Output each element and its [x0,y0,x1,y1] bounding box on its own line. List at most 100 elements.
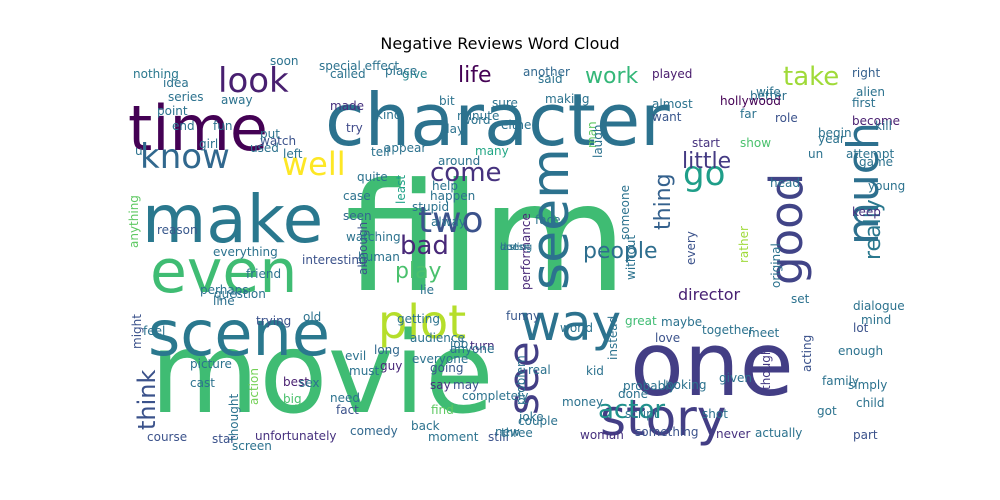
word-something: something [635,425,699,439]
word-need: need [330,391,360,405]
word-mind: mind [861,313,891,327]
word-course: course [147,430,187,444]
word-idea: idea [163,76,189,90]
word-best: best [283,375,309,389]
word-better: better [750,89,787,103]
word-cast: cast [190,376,215,390]
word-take: take [783,62,839,92]
word-u: u [135,144,143,158]
word-called: called [330,67,366,81]
word-either: either [501,118,536,132]
word-acting: acting [800,335,814,372]
word-actor: actor [598,395,665,425]
word-completely: completely [462,389,529,403]
word-make: make [142,181,323,258]
word-unfortunately: unfortunately [255,429,337,443]
word-given: given [719,371,752,385]
word-money: money [562,395,603,409]
word-interesting: interesting [302,253,367,267]
word-go: go [683,154,725,194]
word-really: really [861,199,886,260]
word-series: series [168,90,204,104]
word-story: story [600,389,726,447]
word-original: original [769,243,783,288]
word-seem: seem [521,148,581,290]
word-may: may [453,378,479,392]
word-together: together [702,323,754,337]
word-left: left [283,147,303,161]
word-big: big [283,392,302,406]
word-little: little [682,149,731,174]
word-give: give [402,67,427,81]
word-young: young [868,179,905,193]
word-every: every [684,231,698,265]
word-put: put [260,127,280,141]
word-work: work [585,64,638,89]
word-looking: looking [663,378,707,392]
word-done: done [618,387,648,401]
word-time: time [128,92,268,165]
word-lot: lot [853,321,869,335]
word-almost: almost [652,97,693,111]
word-place: place [385,64,417,78]
word-doesn: doesn [500,242,530,253]
word-case: case [343,189,371,203]
word-soon: soon [270,54,299,68]
word-great: great [625,314,657,328]
word-perhaps: perhaps [200,283,249,297]
word-play: play [395,259,442,284]
word-instead: instead [606,316,620,360]
word-day: day [442,122,464,136]
word-movie: movie [150,309,494,439]
word-seen: seen [343,209,372,223]
word-minute: minute [457,109,499,123]
word-must: must [349,364,380,378]
word-way: way [520,294,621,352]
word-keep: keep [852,205,881,219]
word-getting: getting [397,312,440,326]
word-hollywood: hollywood [720,94,781,108]
word-sure: sure [492,96,518,110]
word-dialogue: dialogue [853,299,905,313]
word-well: well [282,145,346,183]
word-moment: moment [428,430,479,444]
word-fact: fact [336,403,359,417]
word-tell: tell [371,145,390,159]
word-love: love [655,331,680,345]
word-say: say [430,378,451,392]
word-played: played [652,67,692,81]
word-least: least [394,175,408,204]
word-thought: thought [227,394,241,441]
word-feel: feel [143,324,165,338]
word-director: director [678,285,741,304]
word-set: set [791,292,810,306]
word-performance: performance [519,213,533,290]
word-question: question [214,287,266,301]
word-comedy: comedy [350,424,398,438]
word-woman: woman [580,428,624,442]
word-film: film [345,152,627,326]
word-happen: happen [430,189,475,203]
word-part: part [853,428,878,442]
word-man: man [585,121,599,148]
word-three: three [501,426,533,440]
word-life: life [458,63,492,88]
word-might: might [130,314,144,349]
word-reason: reason [157,223,198,237]
word-got: got [817,404,837,418]
word-simply: simply [848,378,887,392]
word-fun: fun [213,119,232,133]
word-last: last [500,242,518,253]
word-special-effect: special effect [319,59,399,73]
word-although: although [356,222,370,275]
word-much: much [838,122,889,245]
word-appear: appear [384,141,426,155]
word-said: said [538,72,563,86]
word-lie: lie [420,283,434,297]
word-picture: picture [190,357,232,371]
word-think: think [133,370,161,431]
word-everyone: everyone [412,352,468,366]
word-during: during [500,242,532,253]
word-joke: joke [518,410,544,424]
